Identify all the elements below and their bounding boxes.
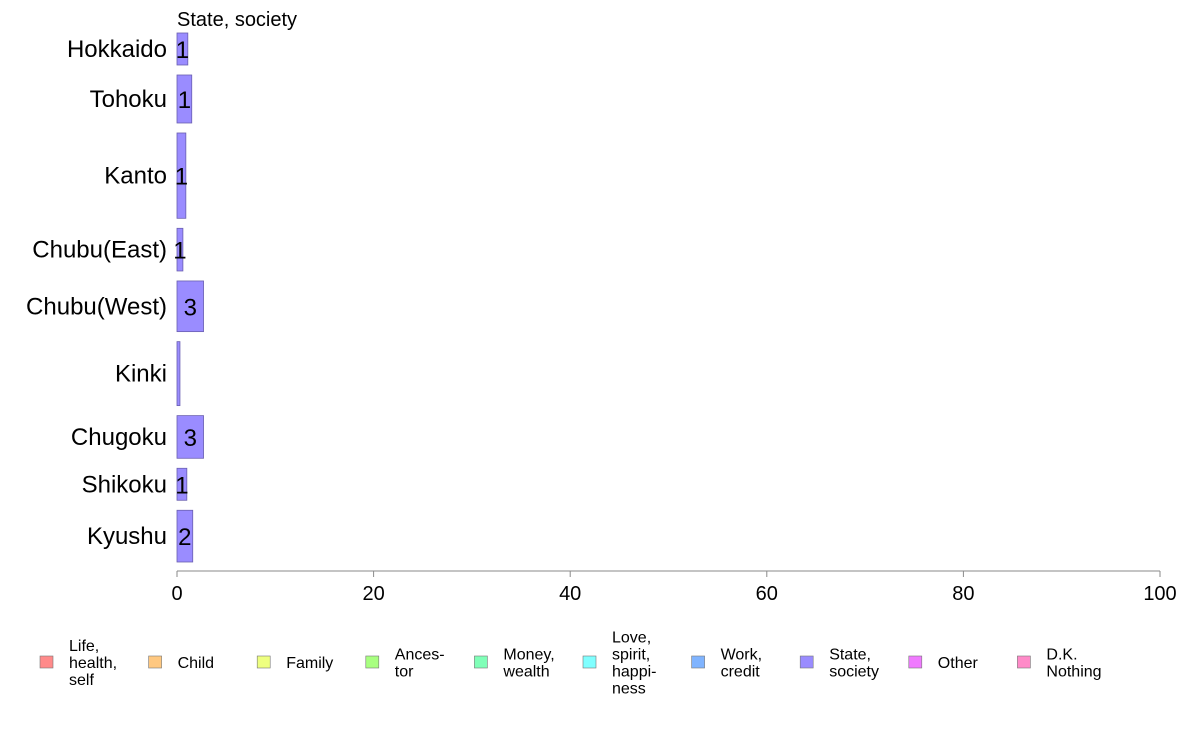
category-label: Kyushu — [87, 523, 167, 550]
legend-label: society — [829, 664, 879, 681]
bar — [176, 280, 204, 333]
legend-label: self — [69, 672, 94, 689]
legend-swatch — [365, 655, 380, 669]
bar — [176, 32, 189, 66]
legend-label: ness — [612, 681, 646, 698]
bar-value-label: 1 — [175, 472, 188, 499]
bar — [176, 74, 193, 124]
legend-label: happi- — [612, 664, 656, 681]
legend-swatch — [799, 655, 814, 669]
legend-label: Money, — [503, 647, 554, 664]
bar-value-label: 1 — [175, 164, 188, 191]
legend-label: Work, — [721, 647, 762, 664]
bar — [176, 415, 204, 459]
legend-label: Nothing — [1046, 664, 1101, 681]
legend-label: Ances- — [395, 647, 445, 664]
legend-swatch — [1017, 655, 1031, 669]
legend-label: wealth — [502, 664, 549, 681]
category-label: Hokkaido — [67, 36, 167, 63]
panel-title: State, society — [177, 9, 297, 31]
x-axis: 0 20 40 60 80 100 — [171, 570, 1177, 605]
legend-swatch — [474, 655, 488, 669]
legend-swatch — [39, 655, 54, 669]
bar-value-label: 1 — [178, 87, 191, 114]
legend-label: Family — [286, 655, 333, 672]
x-tick-label: 20 — [362, 583, 384, 605]
bar-value-label: 3 — [184, 294, 197, 321]
category-label: Chubu(East) — [32, 237, 167, 264]
category-label: Kinki — [115, 361, 167, 388]
bar — [176, 341, 181, 407]
x-tick-label: 0 — [171, 583, 182, 605]
legend-label: Other — [938, 655, 979, 672]
legend-label: State, — [829, 647, 871, 664]
legend: Life,health,self Child Family Ances-tor Mone… — [39, 630, 1102, 698]
category-label: Chugoku — [71, 424, 167, 451]
legend-label: D.K. — [1046, 647, 1077, 664]
category-label: Chubu(West) — [26, 293, 167, 320]
category-label: Kanto — [104, 163, 167, 190]
category-label: Shikoku — [82, 471, 167, 498]
legend-label: spirit, — [612, 647, 650, 664]
legend-label: Child — [178, 655, 214, 672]
category-label: Tohoku — [90, 86, 167, 113]
legend-swatch — [582, 655, 597, 669]
x-tick-label: 80 — [952, 583, 974, 605]
x-tick-label: 60 — [756, 583, 778, 605]
legend-label: Life, — [69, 638, 99, 655]
legend-label: credit — [721, 664, 761, 681]
legend-swatch — [256, 655, 271, 669]
legend-label: health, — [69, 655, 117, 672]
bar-value-label: 1 — [176, 37, 189, 64]
bar-value-label: 2 — [178, 524, 191, 551]
x-tick-label: 40 — [559, 583, 581, 605]
bar — [176, 509, 194, 563]
x-tick-label: 100 — [1143, 583, 1176, 605]
bar-value-label: 3 — [184, 425, 197, 452]
bar — [176, 467, 188, 501]
bar — [176, 227, 184, 272]
legend-swatch — [691, 655, 705, 669]
legend-label: Love, — [612, 630, 651, 647]
legend-swatch — [908, 655, 923, 669]
legend-swatch — [148, 655, 162, 669]
bar — [176, 132, 187, 219]
legend-label: tor — [395, 664, 414, 681]
bar-value-label: 1 — [173, 238, 186, 265]
